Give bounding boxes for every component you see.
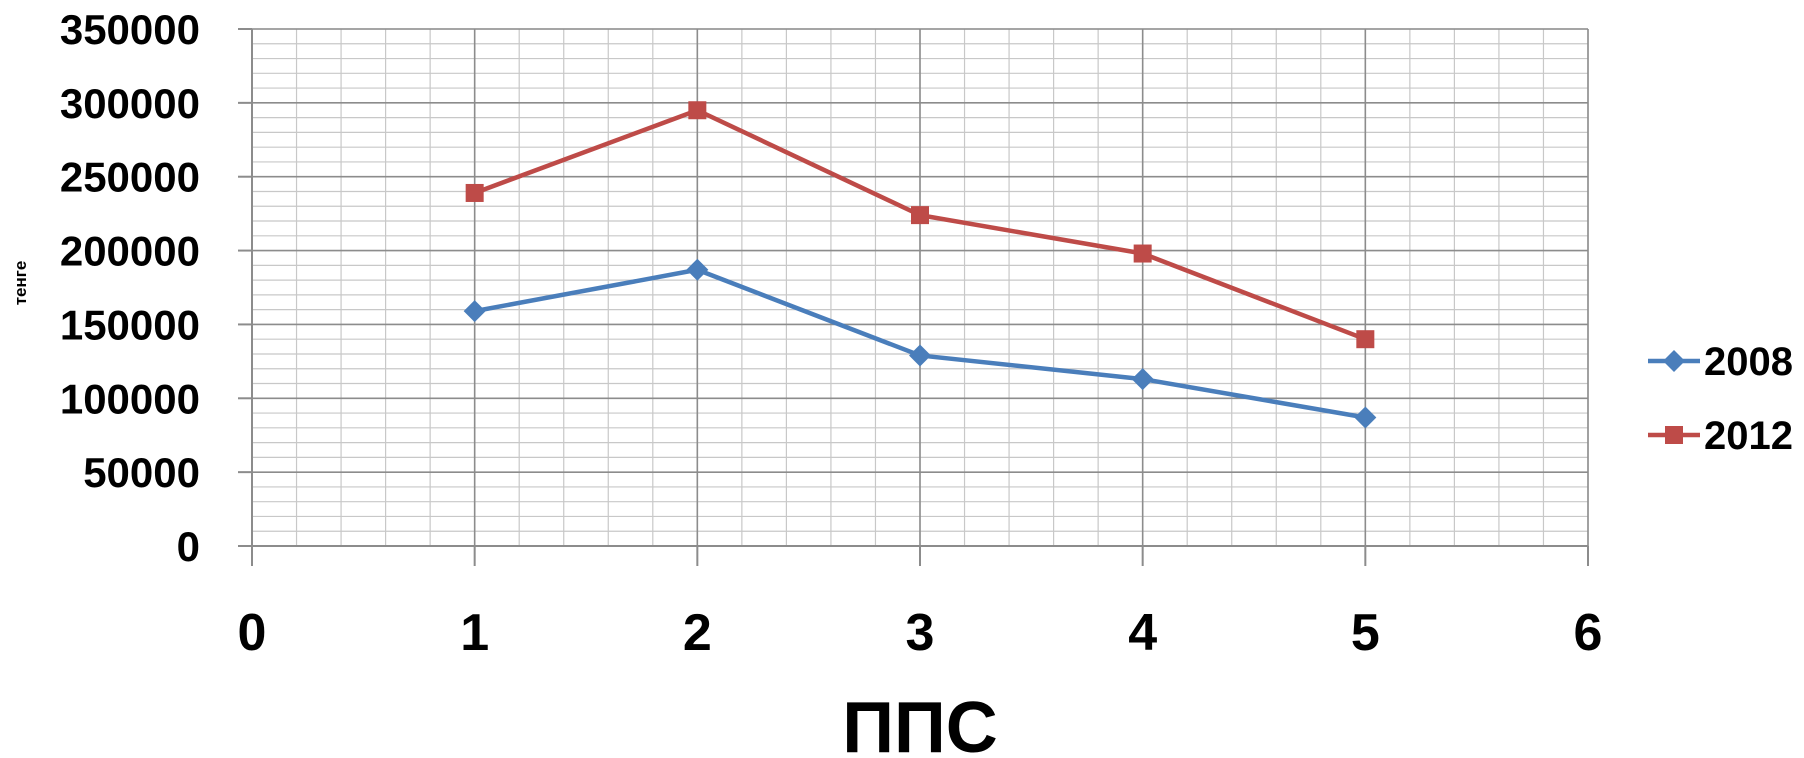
data-point-2012: [1356, 330, 1375, 349]
series-2008: [463, 258, 1377, 429]
data-point-2012: [1133, 244, 1152, 263]
legend-item-2008: 2008: [1648, 340, 1793, 384]
grid: [251, 28, 1589, 547]
data-point-2008: [1131, 368, 1154, 391]
legend-label-2008: 2008: [1704, 340, 1793, 384]
legend-item-2012: 2012: [1648, 414, 1793, 458]
y-tick-label: 350000: [60, 6, 200, 53]
data-point-2012: [911, 206, 929, 225]
x-tick-label: 0: [238, 604, 267, 662]
x-tick-label: 6: [1574, 604, 1603, 662]
data-point-2012: [688, 101, 707, 120]
y-axis-title: тенге: [11, 261, 30, 306]
legend-marker-2012: [1665, 426, 1683, 444]
data-point-2008: [463, 300, 486, 323]
data-point-2008: [909, 344, 931, 367]
data-series: [463, 101, 1377, 429]
y-tick-label: 300000: [60, 80, 200, 127]
x-tick-label: 3: [906, 604, 935, 662]
x-tick-label: 5: [1351, 604, 1380, 662]
x-tick-label: 2: [683, 604, 712, 662]
legend-marker-2008: [1663, 350, 1685, 372]
x-tick-label: 1: [460, 604, 489, 662]
y-tick-label: 200000: [60, 228, 200, 275]
y-tick-label: 100000: [60, 375, 200, 422]
data-point-2012: [465, 183, 484, 202]
legend: 2008 2012: [1648, 340, 1793, 458]
axes: [238, 28, 1589, 566]
series-2012: [465, 101, 1375, 349]
x-axis-title: ППС: [842, 688, 998, 758]
y-tick-label: 250000: [60, 154, 200, 201]
data-point-2008: [1354, 406, 1377, 429]
x-tick-label: 4: [1128, 604, 1157, 662]
legend-label-2012: 2012: [1704, 414, 1793, 458]
y-tick-label: 0: [177, 523, 200, 570]
data-point-2008: [686, 258, 709, 281]
x-tick-labels: 0 1 2 3 4 5 6: [238, 604, 1603, 662]
y-tick-label: 50000: [83, 449, 200, 496]
y-tick-label: 150000: [60, 301, 200, 348]
y-tick-labels: 0 50000 100000 150000 200000 250000 300000 3500…: [60, 6, 200, 570]
